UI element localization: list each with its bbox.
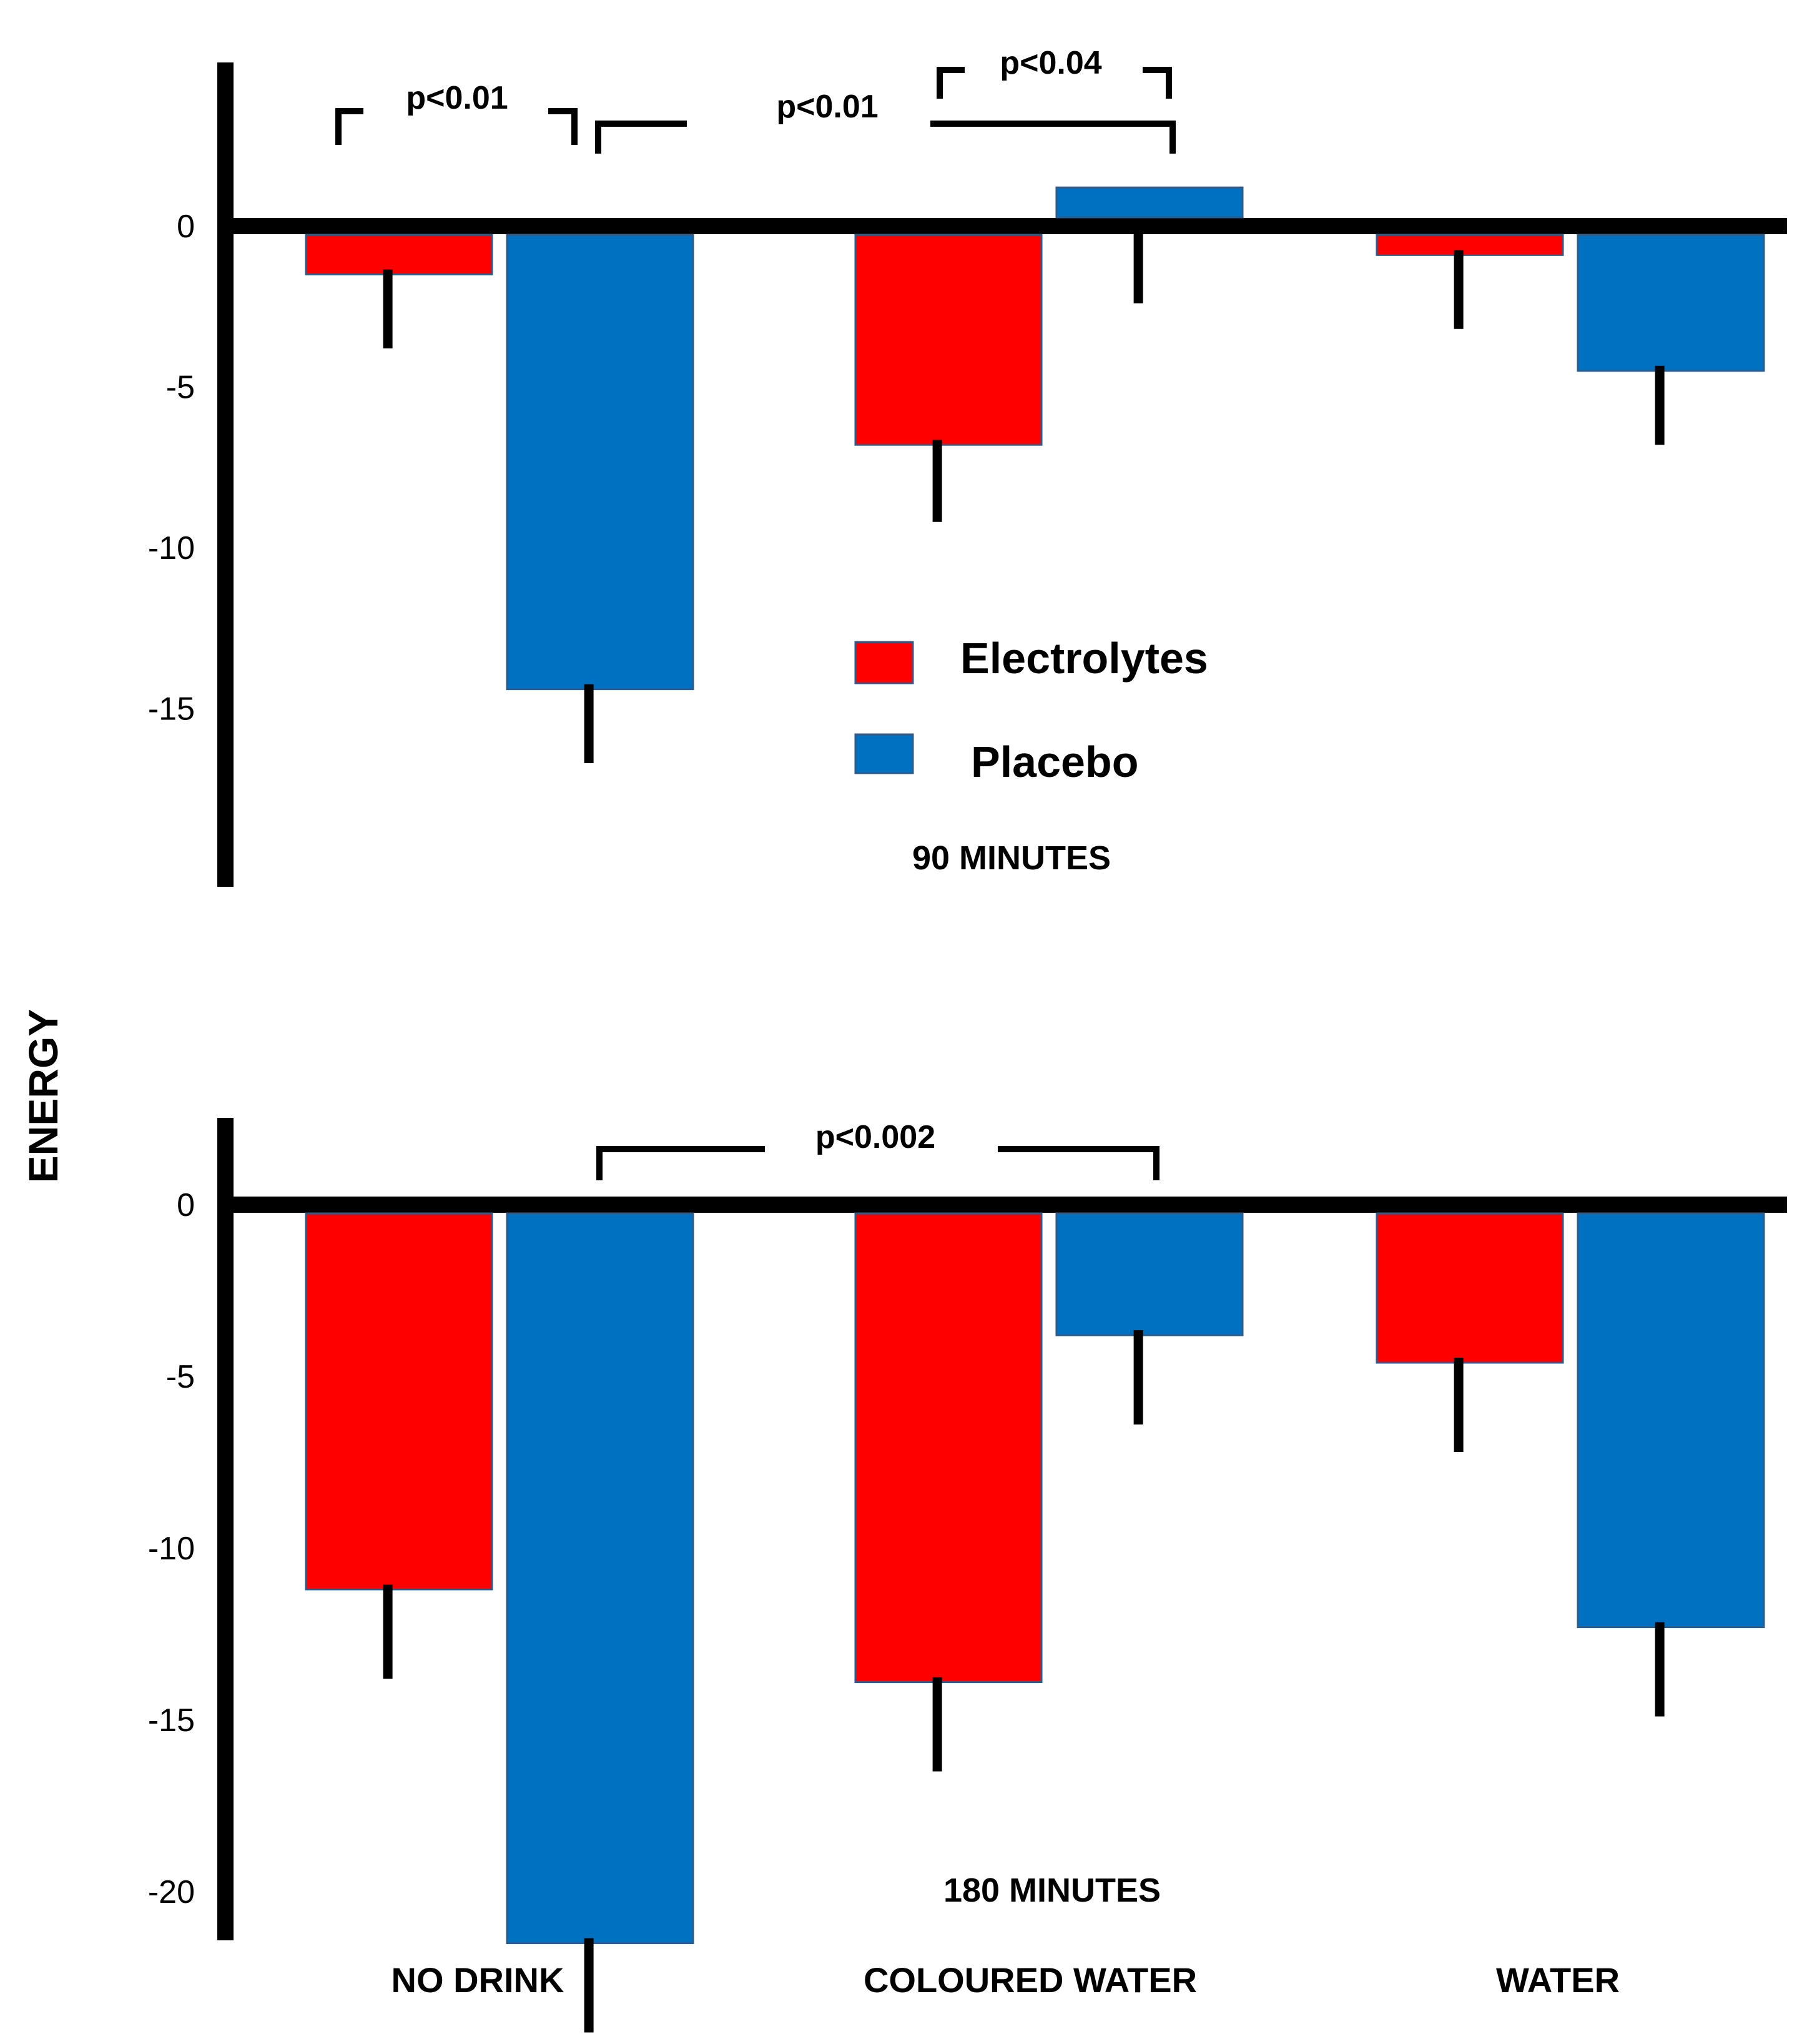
y-tick-label-90-neg5: -5 [166, 370, 195, 406]
legend-swatch-placebo [854, 733, 914, 774]
bar-90-no-drink-placebo [506, 234, 694, 691]
bar-90-coloured-water-placebo [1055, 186, 1244, 219]
bracket-90-nodrink [335, 108, 578, 145]
bar-180-no-drink-placebo [506, 1212, 694, 1944]
y-ticks-180: 0 -5 -10 -15 -20 [148, 1187, 195, 1910]
y-tick-label-90-neg10: -10 [148, 530, 195, 566]
y-tick-label-180-neg20: -20 [148, 1874, 195, 1910]
error-bars-180 [383, 1330, 1665, 2033]
bracket-180-nodrink-to-coloured [596, 1146, 1160, 1180]
bar-90-coloured-water-electrolytes [854, 234, 1043, 446]
bar-180-no-drink-electrolytes [305, 1212, 493, 1591]
y-tick-label-180-neg5: -5 [166, 1359, 195, 1395]
y-tick-label-90-0: 0 [177, 209, 195, 245]
legend: Electrolytes Placebo [854, 634, 1208, 786]
p-value-180: p<0.002 [815, 1119, 935, 1155]
bar-90-water-electrolytes [1376, 234, 1564, 256]
p-value-90-nodrink: p<0.01 [406, 80, 508, 116]
bar-180-water-electrolytes [1376, 1212, 1564, 1364]
panel-title-180: 180 MINUTES [943, 1872, 1161, 1909]
panel-90-minutes: 0 -5 -10 -15 p<0.01 p<0.01 p<0.04 Electroly… [148, 45, 1787, 887]
bar-90-water-placebo [1577, 234, 1765, 372]
y-tick-label-180-0: 0 [177, 1187, 195, 1223]
legend-label-electrolytes: Electrolytes [960, 634, 1208, 683]
bar-90-no-drink-electrolytes [305, 234, 493, 275]
y-tick-label-180-neg10: -10 [148, 1531, 195, 1567]
y-ticks-90: 0 -5 -10 -15 [148, 209, 195, 728]
legend-swatch-electrolytes [854, 641, 914, 684]
bar-180-coloured-water-electrolytes [854, 1212, 1043, 1683]
panel-180-minutes: 0 -5 -10 -15 -20 p<0.002 180 MINUTES [148, 1118, 1787, 2033]
y-axis-label: ENERGY [20, 1009, 66, 1183]
category-label-no-drink: NO DRINK [391, 1960, 564, 2000]
bar-180-water-placebo [1577, 1212, 1765, 1628]
p-value-90-coloured: p<0.04 [1000, 45, 1101, 81]
p-value-90-nodrink-to-coloured: p<0.01 [776, 89, 878, 125]
category-label-coloured-water: COLOURED WATER [864, 1960, 1197, 2000]
significance-brackets-180: p<0.002 [596, 1119, 1160, 1180]
bracket-90-nodrink-to-coloured [595, 121, 1176, 154]
category-label-water: WATER [1496, 1960, 1620, 2000]
panel-title-90: 90 MINUTES [912, 839, 1111, 877]
legend-label-placebo: Placebo [971, 738, 1138, 786]
x-category-labels: NO DRINK COLOURED WATER WATER [391, 1960, 1620, 2000]
bars-180 [305, 1212, 1765, 1944]
bars-90 [305, 186, 1765, 691]
bar-180-coloured-water-placebo [1055, 1212, 1244, 1336]
y-tick-label-90-neg15: -15 [148, 691, 195, 728]
error-bars-90 [383, 226, 1665, 764]
y-tick-label-180-neg15: -15 [148, 1702, 195, 1739]
significance-brackets-90: p<0.01 p<0.01 p<0.04 [335, 45, 1176, 154]
bracket-90-coloured [937, 67, 1172, 99]
